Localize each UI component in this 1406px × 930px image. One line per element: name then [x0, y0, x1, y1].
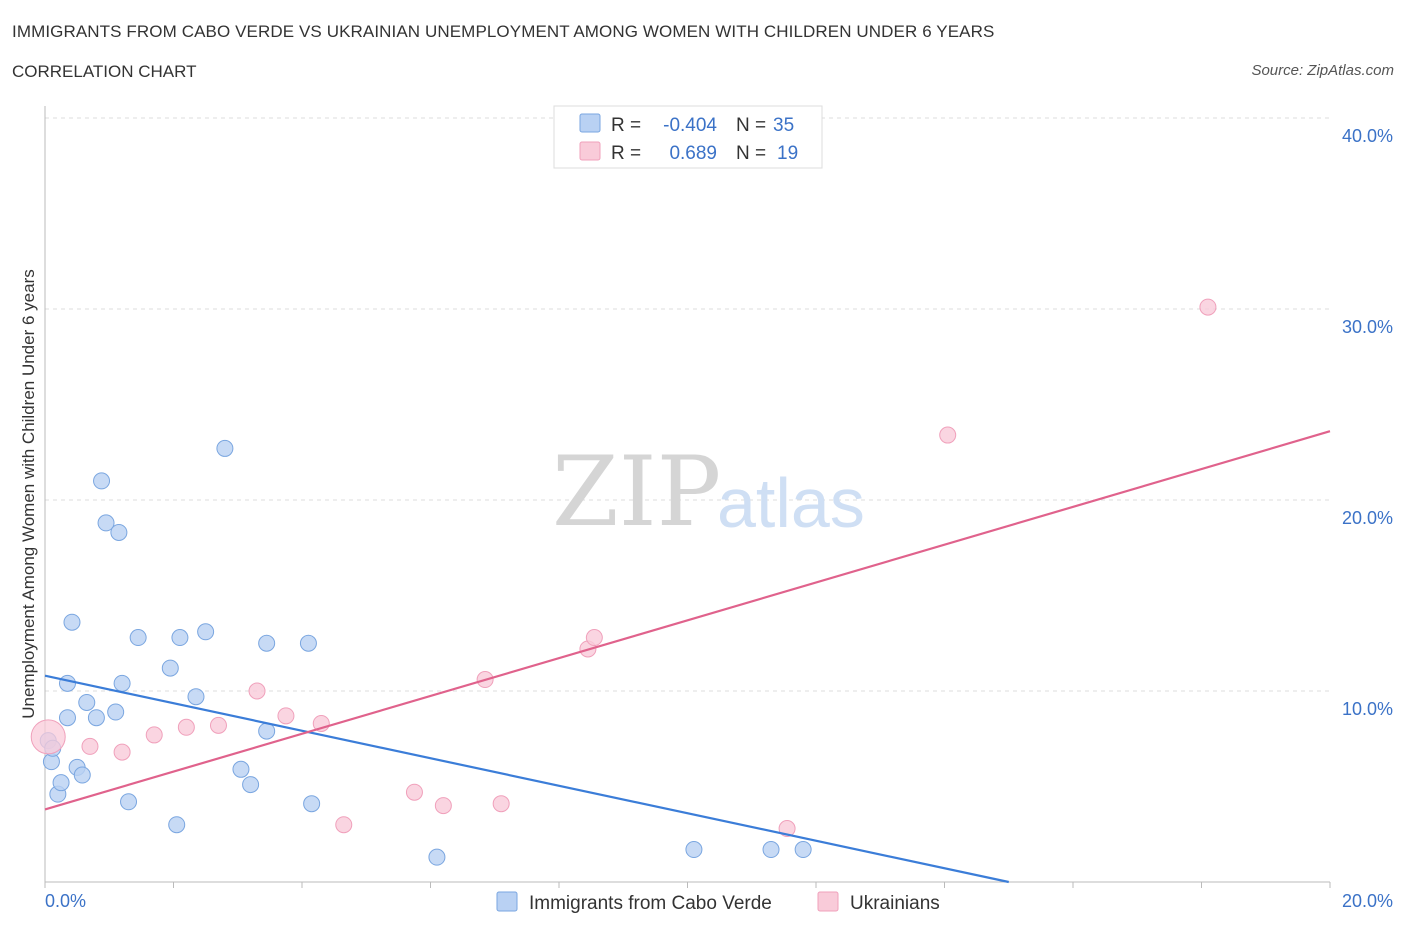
legend-r-label-ukrainians: R =: [611, 143, 641, 164]
cabo-verde-point: [258, 722, 276, 740]
legend-n-label-ukrainians: N =: [736, 143, 766, 164]
cabo-verde-point: [299, 634, 317, 652]
bottom-legend: Immigrants from Cabo Verde Ukrainians: [496, 891, 940, 914]
x-tick-label-0: 0.0%: [45, 891, 86, 911]
tick-labels: 10.0% 20.0% 30.0% 40.0% 0.0% 20.0%: [45, 126, 1393, 911]
cabo-verde-point: [161, 659, 179, 677]
legend-swatch-ukrainians: [579, 141, 601, 161]
ukrainians-point: [277, 707, 295, 725]
cabo-verde-point: [97, 514, 115, 532]
cabo-verde-point: [129, 629, 147, 647]
gridlines: [45, 117, 1330, 692]
cabo-verde-point: [216, 439, 234, 457]
ukrainians-point: [248, 682, 266, 700]
data-points: [30, 298, 1217, 866]
ukrainians-point: [585, 629, 603, 647]
source-label: Source: ZipAtlas.com: [1251, 62, 1394, 79]
legend-r-label-cabo-verde: R =: [611, 115, 641, 136]
y-tick-label-3: 40.0%: [1342, 126, 1393, 146]
ukrainians-point: [113, 743, 131, 761]
chart-title: IMMIGRANTS FROM CABO VERDE VS UKRAINIAN …: [12, 22, 995, 41]
ukrainians-point: [177, 718, 195, 736]
legend-swatch-cabo-verde: [579, 113, 601, 133]
cabo-verde-point: [63, 613, 81, 631]
ukrainians-trend-line: [44, 430, 1331, 811]
cabo-verde-point: [87, 709, 105, 727]
y-tick-label-2: 30.0%: [1342, 317, 1393, 337]
cabo-verde-point: [794, 841, 812, 859]
cabo-verde-point: [52, 774, 70, 792]
watermark-atlas: atlas: [717, 464, 865, 542]
legend-r-value-ukrainians: 0.689: [669, 143, 717, 164]
y-axis-label: Unemployment Among Women with Children U…: [19, 269, 38, 718]
legend-n-label-cabo-verde: N =: [736, 115, 766, 136]
ukrainians-point: [209, 716, 227, 734]
cabo-verde-point: [197, 623, 215, 641]
bottom-legend-label-ukrainians: Ukrainians: [850, 893, 940, 914]
y-axis-label-group: Unemployment Among Women with Children U…: [19, 269, 38, 718]
ukrainians-point: [81, 737, 99, 755]
legend: R = -0.404 N = 35 R = 0.689 N = 19: [553, 105, 823, 169]
cabo-verde-point: [171, 629, 189, 647]
x-tick-label-1: 20.0%: [1342, 891, 1393, 911]
y-tick-label-1: 20.0%: [1342, 508, 1393, 528]
cabo-verde-point: [120, 793, 138, 811]
watermark-zip: ZIP: [552, 436, 721, 548]
ukrainians-point: [492, 795, 510, 813]
cabo-verde-point: [303, 795, 321, 813]
chart-subtitle: CORRELATION CHART: [12, 62, 197, 81]
ukrainians-point: [434, 797, 452, 815]
ukrainians-point: [145, 726, 163, 744]
cabo-verde-point: [232, 760, 250, 778]
watermark: ZIP atlas: [552, 436, 865, 548]
cabo-verde-point: [73, 766, 91, 784]
cabo-verde-point: [168, 816, 186, 834]
legend-n-value-cabo-verde: 35: [773, 115, 794, 136]
cabo-verde-point: [58, 674, 76, 692]
cabo-verde-point: [110, 523, 128, 541]
cabo-verde-point: [428, 848, 446, 866]
bottom-legend-swatch-cabo-verde: [496, 891, 518, 912]
ukrainians-point: [778, 820, 796, 838]
ukrainians-point: [1199, 298, 1217, 316]
cabo-verde-point: [762, 841, 780, 859]
legend-r-value-cabo-verde: -0.404: [663, 115, 717, 136]
ukrainians-point: [405, 783, 423, 801]
cabo-verde-point: [93, 472, 111, 490]
bottom-legend-label-cabo-verde: Immigrants from Cabo Verde: [529, 893, 772, 914]
trend-lines: [44, 430, 1331, 884]
cabo-verde-point: [258, 634, 276, 652]
cabo-verde-point: [58, 709, 76, 727]
y-tick-label-0: 10.0%: [1342, 699, 1393, 719]
cabo-verde-point: [78, 693, 96, 711]
cabo-verde-point: [187, 688, 205, 706]
cabo-verde-point: [685, 841, 703, 859]
cabo-verde-point: [242, 776, 260, 794]
bottom-legend-swatch-ukrainians: [817, 891, 839, 912]
cabo-verde-point: [107, 703, 125, 721]
ukrainians-point: [939, 426, 957, 444]
ukrainians-point: [335, 816, 353, 834]
cabo-verde-trend-line: [44, 674, 1009, 884]
cabo-verde-point: [113, 674, 131, 692]
legend-n-value-ukrainians: 19: [777, 143, 798, 164]
ukrainians-point: [30, 719, 66, 755]
